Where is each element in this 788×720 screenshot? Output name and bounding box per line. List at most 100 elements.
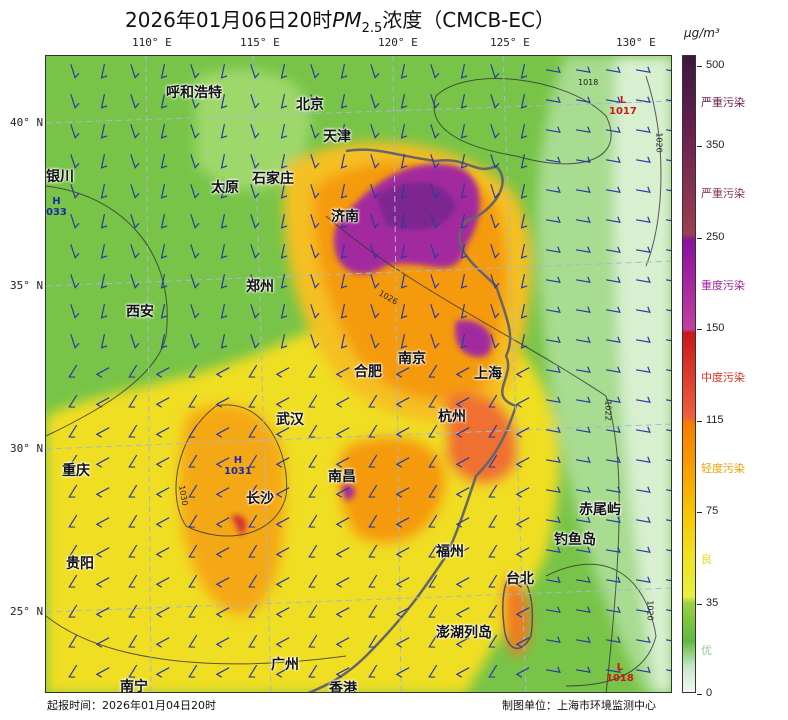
wind-barb (666, 246, 671, 253)
wind-barb (636, 576, 651, 583)
wind-barb (188, 394, 198, 408)
wind-barb (606, 396, 621, 403)
city-label: 武汉 (276, 412, 304, 428)
wind-barb (546, 216, 561, 223)
city-label: 重庆 (62, 463, 90, 479)
lon-label: 125° E (490, 36, 530, 49)
wind-barb (188, 424, 198, 438)
wind-barb (370, 184, 380, 199)
category-label: 中度污染 (701, 371, 745, 384)
wind-barb (576, 426, 591, 433)
wind-barb (428, 634, 438, 648)
wind-barb (128, 634, 138, 648)
wind-barb (368, 574, 378, 588)
wind-barb (70, 274, 80, 289)
wind-barb (546, 546, 561, 553)
wind-barb (430, 124, 440, 139)
wind-barb (280, 184, 288, 199)
wind-barb (576, 306, 591, 313)
wind-barb (68, 634, 78, 648)
wind-barb (130, 304, 140, 319)
wind-barb (100, 184, 108, 199)
wind-barb (220, 274, 228, 289)
wind-barb (515, 487, 530, 498)
wind-barb (275, 517, 290, 528)
wind-barb (395, 667, 410, 678)
wind-barb (370, 64, 380, 79)
wind-barb (368, 664, 378, 678)
wind-barb (370, 244, 380, 259)
wind-barb (95, 637, 110, 648)
wind-barb (546, 336, 561, 343)
wind-barb (160, 154, 168, 169)
wind-barb (215, 637, 230, 648)
wind-barb (308, 574, 318, 588)
wind-barb (606, 96, 621, 103)
city-label: 澎湖列岛 (436, 625, 492, 641)
wind-barb (606, 366, 621, 373)
wind-barb (460, 214, 468, 229)
wind-barb (310, 124, 320, 139)
wind-barb (215, 547, 230, 558)
wind-barb (455, 487, 470, 498)
city-label: 西安 (126, 304, 154, 320)
wind-barb (160, 244, 168, 259)
wind-barb (400, 184, 408, 199)
wind-barb (576, 606, 591, 613)
wind-barb (280, 274, 288, 289)
wind-barb (160, 304, 168, 319)
wind-barb (68, 394, 78, 408)
wind-barb (370, 304, 380, 319)
wind-barb (368, 634, 378, 648)
wind-barb (395, 487, 410, 498)
wind-barb (308, 454, 318, 468)
wind-barb (460, 304, 468, 319)
wind-barb (215, 517, 230, 528)
wind-barb (130, 124, 140, 139)
wind-barb (666, 606, 671, 613)
wind-barb (488, 454, 498, 468)
wind-barb (130, 94, 140, 109)
wind-barb (576, 666, 591, 673)
wind-barb (95, 667, 110, 678)
wind-barb (520, 274, 528, 289)
wind-barb (428, 484, 438, 498)
wind-barb (250, 94, 260, 109)
map-title: 2026年01月06日20时PM2.5浓度（CMCB-EC） (125, 8, 555, 36)
colorbar-tick: 500 (696, 59, 725, 71)
pm25-map: 呼和浩特 北京 天津 银川 太原 石家庄 济南 郑州 西安 南京 合肥 上海 武… (45, 55, 672, 693)
wind-barb (250, 334, 260, 349)
wind-barb (68, 574, 78, 588)
wind-barb (430, 274, 440, 289)
wind-barb (606, 456, 621, 463)
wind-barb (70, 184, 80, 199)
category-label: 良 (701, 553, 712, 566)
wind-barb (400, 304, 408, 319)
wind-barb (248, 514, 258, 528)
city-label: 太原 (211, 180, 239, 196)
wind-barb (340, 274, 348, 289)
wind-barb (340, 154, 348, 169)
wind-barb (100, 274, 108, 289)
wind-barb (368, 514, 378, 528)
wind-barb (546, 186, 561, 193)
wind-barb (666, 126, 671, 133)
wind-barb (546, 666, 561, 673)
wind-barb (335, 607, 350, 618)
wind-barb (400, 154, 408, 169)
colorbar-tick: 350 (696, 139, 725, 151)
wind-barb (455, 547, 470, 558)
wind-barb (488, 574, 498, 588)
wind-barb (606, 666, 621, 673)
wind-barb (280, 214, 288, 229)
wind-barb (520, 214, 528, 229)
city-label: 香港 (329, 681, 357, 693)
lon-label: 120° E (378, 36, 418, 49)
wind-barb (546, 576, 561, 583)
wind-barb (460, 64, 468, 79)
wind-barb (666, 366, 671, 373)
wind-barb (460, 184, 468, 199)
wind-barb (546, 96, 561, 103)
wind-barb (308, 484, 318, 498)
lat-label: 25° N (10, 605, 44, 618)
